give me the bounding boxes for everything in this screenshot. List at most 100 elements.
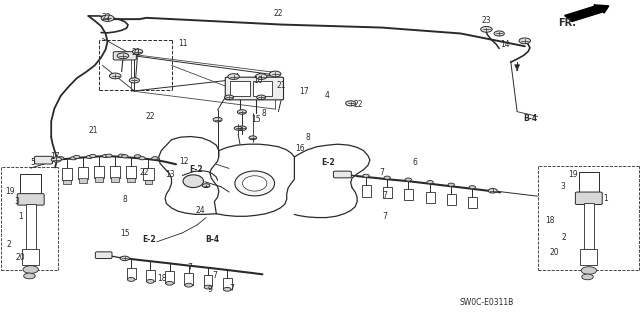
Bar	[404, 189, 413, 200]
Circle shape	[225, 95, 234, 100]
Circle shape	[481, 26, 492, 32]
Text: 7: 7	[212, 271, 218, 280]
Text: 13: 13	[165, 170, 175, 179]
Bar	[110, 166, 120, 178]
Text: 22: 22	[274, 9, 284, 18]
Text: 15: 15	[120, 229, 130, 238]
Circle shape	[213, 117, 222, 122]
Text: 18: 18	[545, 216, 555, 225]
Circle shape	[427, 181, 433, 184]
Circle shape	[109, 73, 121, 79]
Circle shape	[152, 157, 158, 160]
Text: 3: 3	[14, 197, 19, 206]
Circle shape	[519, 38, 531, 44]
Text: 7: 7	[383, 191, 388, 200]
Circle shape	[185, 283, 193, 287]
Circle shape	[139, 157, 145, 160]
Text: 2: 2	[562, 233, 566, 242]
Circle shape	[488, 189, 497, 193]
Bar	[447, 194, 456, 205]
Bar	[468, 197, 477, 208]
Text: 17: 17	[300, 87, 309, 96]
Text: 7: 7	[229, 284, 234, 293]
FancyBboxPatch shape	[225, 77, 284, 100]
Text: 21: 21	[131, 48, 141, 57]
Bar	[184, 273, 193, 285]
Circle shape	[202, 184, 210, 188]
Circle shape	[106, 154, 112, 157]
Circle shape	[101, 15, 114, 21]
Text: E-2: E-2	[189, 165, 202, 174]
FancyBboxPatch shape	[113, 52, 136, 60]
Bar	[383, 187, 392, 198]
Text: 17: 17	[50, 152, 60, 161]
Bar	[111, 177, 119, 182]
Text: 11: 11	[178, 39, 188, 48]
Circle shape	[120, 256, 129, 261]
Circle shape	[469, 186, 476, 189]
Text: 10: 10	[253, 76, 262, 85]
Circle shape	[249, 136, 257, 140]
Circle shape	[237, 126, 246, 130]
Bar	[204, 275, 212, 286]
Text: 21: 21	[276, 81, 286, 90]
Text: 14: 14	[500, 40, 510, 48]
Bar	[79, 178, 87, 183]
Circle shape	[132, 49, 143, 54]
Bar	[230, 81, 250, 96]
Bar	[145, 180, 152, 184]
Text: 24: 24	[195, 206, 205, 215]
Circle shape	[127, 278, 135, 281]
Bar	[143, 168, 154, 180]
Text: 2: 2	[6, 240, 11, 249]
Bar	[62, 168, 72, 180]
Circle shape	[117, 53, 129, 59]
Bar	[22, 249, 39, 265]
Circle shape	[255, 74, 267, 79]
Bar	[580, 249, 597, 265]
Text: B-4: B-4	[205, 235, 219, 244]
Circle shape	[582, 274, 593, 280]
Bar	[20, 174, 41, 195]
Text: 16: 16	[296, 144, 305, 153]
Text: 18: 18	[157, 274, 166, 283]
Text: 22: 22	[353, 100, 363, 109]
Bar	[26, 204, 36, 250]
Text: 7: 7	[383, 212, 388, 221]
Text: 19: 19	[5, 187, 15, 196]
Text: 4: 4	[325, 91, 330, 100]
Bar	[126, 166, 136, 178]
Circle shape	[405, 178, 412, 181]
Text: 3: 3	[560, 182, 565, 191]
Circle shape	[384, 176, 390, 179]
Text: 8: 8	[123, 195, 127, 204]
Circle shape	[494, 31, 504, 36]
Bar	[253, 81, 272, 96]
Circle shape	[90, 154, 96, 158]
Text: 22: 22	[140, 168, 149, 177]
FancyBboxPatch shape	[333, 171, 351, 178]
Text: E-2: E-2	[321, 158, 335, 167]
Bar	[78, 167, 88, 179]
Bar	[127, 178, 135, 182]
Circle shape	[166, 281, 173, 285]
Bar	[165, 271, 174, 283]
Text: E-2: E-2	[142, 235, 156, 244]
Circle shape	[448, 183, 454, 186]
Circle shape	[234, 126, 242, 130]
Bar	[95, 177, 103, 182]
Bar	[146, 270, 155, 281]
Ellipse shape	[183, 175, 204, 188]
Circle shape	[74, 155, 80, 159]
Circle shape	[122, 155, 128, 158]
Circle shape	[24, 273, 35, 279]
Circle shape	[346, 101, 356, 106]
Text: 12: 12	[179, 157, 189, 166]
Text: 19: 19	[568, 170, 578, 179]
Bar	[127, 268, 136, 279]
FancyArrow shape	[564, 5, 609, 21]
Bar	[579, 172, 599, 193]
Circle shape	[51, 157, 61, 162]
FancyBboxPatch shape	[575, 192, 602, 204]
Text: 9: 9	[208, 285, 213, 294]
